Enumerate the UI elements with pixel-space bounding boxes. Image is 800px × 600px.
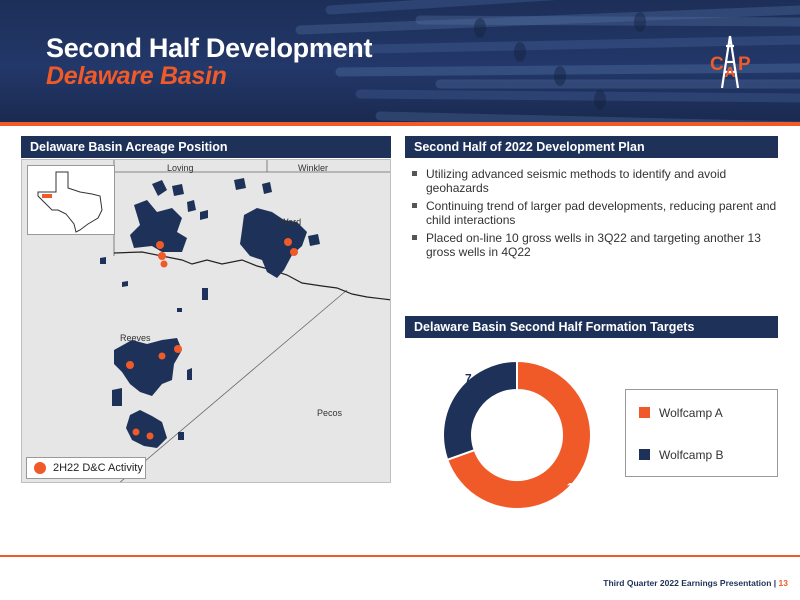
activity-dot xyxy=(174,345,182,353)
county-label-loving: Loving xyxy=(167,163,194,173)
footer-divider xyxy=(0,555,800,557)
chart-legend: Wolfcamp A Wolfcamp B xyxy=(625,389,778,477)
logo-letter-p: P xyxy=(738,54,751,75)
donut-data-label: 7 xyxy=(465,372,472,386)
map-legend-label: 2H22 D&C Activity xyxy=(53,462,143,474)
pipes-background-image xyxy=(295,0,800,122)
donut-data-label: 16 xyxy=(567,480,581,494)
county-label-ward: Ward xyxy=(280,217,302,227)
activity-dot xyxy=(158,252,166,260)
page-subtitle: Delaware Basin xyxy=(46,62,227,90)
activity-dot xyxy=(156,241,164,249)
county-label-reeves: Reeves xyxy=(120,333,151,343)
legend-item-wolfcamp-b: Wolfcamp B xyxy=(639,449,723,461)
page-number: 13 xyxy=(778,578,788,588)
page-title: Second Half Development xyxy=(46,33,373,63)
delaware-basin-highlight xyxy=(42,194,52,198)
map-drawing xyxy=(100,160,390,482)
header-banner: Second Half Development Delaware Basin C… xyxy=(0,0,800,122)
formation-donut-chart: 16 7 xyxy=(442,359,592,510)
legend-swatch-icon xyxy=(639,449,650,460)
texas-inset-map xyxy=(27,165,115,235)
activity-dot xyxy=(160,260,168,268)
donut-slice-wolfcamp-a xyxy=(445,359,592,510)
county-label-winkler: Winkler xyxy=(298,163,329,173)
legend-swatch-icon xyxy=(639,407,650,418)
header-divider xyxy=(0,122,800,126)
map-section-heading: Delaware Basin Acreage Position xyxy=(21,136,391,158)
river-line xyxy=(113,251,390,301)
logo-letter-c: C xyxy=(710,54,724,75)
plan-bullet-list: Utilizing advanced seismic methods to id… xyxy=(410,167,780,263)
activity-dot xyxy=(284,238,292,246)
targets-section-heading: Delaware Basin Second Half Formation Tar… xyxy=(405,316,778,338)
activity-dot xyxy=(290,248,298,256)
acreage-map: Loving Winkler Ward Reeves Pecos 2H22 D&… xyxy=(21,159,391,483)
legend-item-wolfcamp-a: Wolfcamp A xyxy=(639,407,723,419)
plan-section-heading: Second Half of 2022 Development Plan xyxy=(405,136,778,158)
county-label-pecos: Pecos xyxy=(317,408,343,418)
texas-outline xyxy=(37,171,103,233)
logo-letter-a: A xyxy=(725,64,736,81)
acreage-blocks xyxy=(100,178,320,448)
plan-bullet: Utilizing advanced seismic methods to id… xyxy=(410,167,780,195)
footer: Third Quarter 2022 Earnings Presentation… xyxy=(603,578,788,588)
activity-dot xyxy=(132,428,140,436)
map-legend-dot-icon xyxy=(34,462,46,474)
activity-dots xyxy=(126,238,298,440)
legend-label: Wolfcamp A xyxy=(659,406,723,420)
company-logo: C A P xyxy=(710,35,751,89)
activity-dot xyxy=(126,361,134,369)
activity-dot xyxy=(146,432,154,440)
plan-bullet: Continuing trend of larger pad developme… xyxy=(410,199,780,227)
county-boundary-reeves-pecos xyxy=(119,289,348,482)
footer-text: Third Quarter 2022 Earnings Presentation… xyxy=(603,578,777,588)
plan-bullet: Placed on-line 10 gross wells in 3Q22 an… xyxy=(410,231,780,259)
donut-slice-wolfcamp-b xyxy=(442,359,518,462)
map-legend: 2H22 D&C Activity xyxy=(26,457,146,479)
legend-label: Wolfcamp B xyxy=(659,448,724,462)
activity-dot xyxy=(158,352,166,360)
